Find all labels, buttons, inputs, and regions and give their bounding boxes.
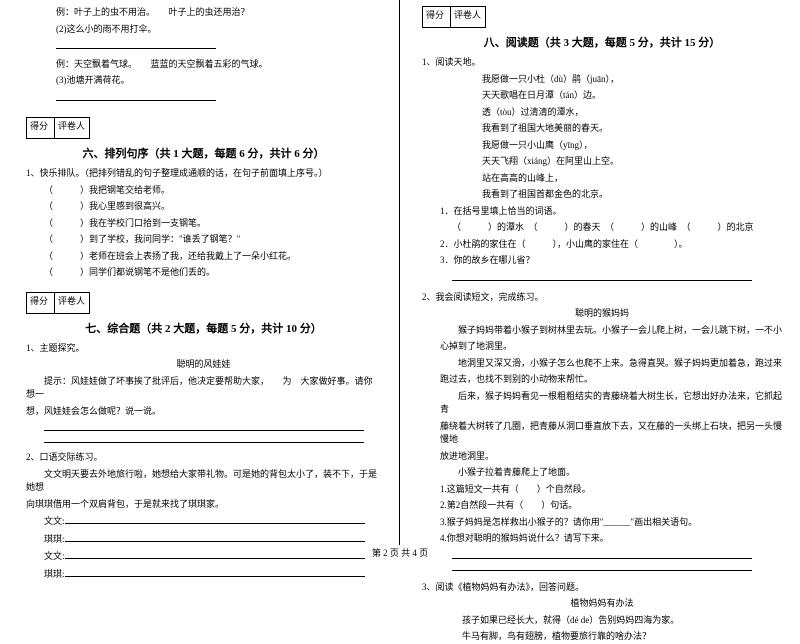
answer-line [452, 271, 752, 281]
example-2-q3: (3)池塘开满荷花。 [56, 74, 381, 88]
poem-line: 我看到了祖国首都金色的北京。 [482, 188, 782, 202]
sec8-q2-p1b: 心掉到了地洞里。 [440, 340, 782, 354]
sec8-q2-2: 2.第2自然段一共有（ ）句话。 [440, 499, 782, 513]
example-1: 例：叶子上的虫不用治。 叶子上的虫还用治？ [56, 6, 381, 20]
sec8-q2-p1: 猴子妈妈带着小猴子到树林里去玩。小猴子一会儿爬上树，一会儿跳下树，一不小 [440, 324, 782, 338]
sec8-q2-p4: 小猴子拉着青藤爬上了地面。 [440, 466, 782, 480]
grader-cell: 评卷人 [54, 117, 90, 139]
list-item: （ ）老师在班会上表扬了我，还给我戴上了一朵小红花。 [44, 250, 381, 264]
poem-line: 我看到了祖国大地美丽的春天。 [482, 122, 782, 136]
answer-line [65, 567, 365, 577]
sec8-q1: 1、阅读天地。 [422, 56, 782, 70]
poem-line: 天天飞翔（xiáng）在阿里山上空。 [482, 155, 782, 169]
sec8-q1-2: 2．小杜鹃的家住在（ ），小山鹰的家住在（ ）。 [440, 238, 782, 252]
sec8-q2-3: 3.猴子妈妈是怎样救出小猴子的？请你用"______"画出相关语句。 [440, 516, 782, 530]
sec8-q2-p2: 地洞里又深又滑，小猴子怎么也爬不上来。急得直哭。猴子妈妈更加着急，跑过来 [440, 357, 782, 371]
sec8-q2: 2、我会阅读短文，完成练习。 [422, 291, 782, 305]
sec8-q3-p1: 孩子如果已经长大，就得（dé de）告别妈妈四海为家。 [462, 614, 782, 628]
score-cell: 得分 [422, 6, 450, 28]
sec7-q1-sub: 聪明的风娃娃 [26, 358, 381, 372]
score-cell: 得分 [26, 117, 54, 139]
score-box-7: 得分 评卷人 [26, 292, 381, 314]
left-column: 例：叶子上的虫不用治。 叶子上的虫还用治？ (2)这么小的雨不用打伞。 例：天空… [0, 0, 400, 545]
sec7-q2: 2、口语交际练习。 [26, 451, 381, 465]
example-1-q2: (2)这么小的雨不用打伞。 [56, 23, 381, 37]
sec8-q2-p3: 后来，猴子妈妈看见一根粗粗结实的青藤绕着大树生长，它想出好办法来，它抓起青 [440, 390, 782, 417]
score-cell: 得分 [26, 292, 54, 314]
poem-line: 透（tòu）过清清的潭水， [482, 106, 782, 120]
sec7-q1-text2: 想，风娃娃会怎么做呢？说一说。 [26, 405, 381, 419]
page-container: 例：叶子上的虫不用治。 叶子上的虫还用治？ (2)这么小的雨不用打伞。 例：天空… [0, 0, 800, 545]
list-item: （ ）我心里感到很高兴。 [44, 200, 381, 214]
right-column: 得分 评卷人 八、阅读题（共 3 大题，每题 5 分，共计 15 分） 1、阅读… [400, 0, 800, 545]
sec6-list: （ ）我把钢笔交给老师。 （ ）我心里感到很高兴。 （ ）我在学校门口拾到一支钢笔。… [26, 184, 381, 280]
answer-line [56, 91, 216, 101]
poem: 我愿做一只小杜（dù）鹃（juān）， 天天歌唱在日月潭（tán）边。透（tòu）… [422, 73, 782, 202]
answer-line [44, 421, 364, 431]
sec7-q2-text1: 文文明天要去外地旅行啦，她想给大家带礼物。可是她的背包太小了，装不下，于是她想 [26, 468, 381, 495]
section-7-title: 七、综合题（共 2 大题，每题 5 分，共计 10 分） [26, 320, 381, 336]
score-box-6: 得分 评卷人 [26, 117, 381, 139]
list-item: （ ）我在学校门口拾到一支钢笔。 [44, 217, 381, 231]
list-item: （ ）我把钢笔交给老师。 [44, 184, 381, 198]
answer-line [65, 514, 365, 524]
grader-cell: 评卷人 [450, 6, 486, 28]
sec8-q1-1-blanks: （ ）的潭水 （ ）的春天 （ ）的山峰 （ ）的北京 [452, 221, 782, 235]
sec8-q3: 3、阅读《植物妈妈有办法》，回答问题。 [422, 581, 782, 595]
answer-line [452, 561, 752, 571]
sec8-q3-p2: 牛马有脚，鸟有翅膀，植物要旅行靠的啥办法？ [462, 630, 782, 644]
section-8-title: 八、阅读题（共 3 大题，每题 5 分，共计 15 分） [422, 34, 782, 50]
dialog-ww: 文文: [44, 516, 65, 526]
sec8-q2-p3c: 放进地洞里。 [440, 450, 782, 464]
poem-line: 天天歌唱在日月潭（tán）边。 [482, 89, 782, 103]
dialog-qq: 琪琪: [44, 534, 65, 544]
answer-line [65, 532, 365, 542]
score-box-8: 得分 评卷人 [422, 6, 782, 28]
grader-cell: 评卷人 [54, 292, 90, 314]
answer-line [44, 433, 364, 443]
sec8-q1-1: 1．在括号里填上恰当的词语。 [440, 205, 782, 219]
sec8-q1-3: 3．你的故乡在哪儿省？ [440, 254, 782, 268]
sec6-q1: 1、快乐排队。（把排列错乱的句子整理成通顺的话，在句子前面填上序号。） [26, 167, 381, 181]
list-item: （ ）到了学校，我问同学："谁丢了钢笔？" [44, 233, 381, 247]
sec7-q1-text1: 提示：风娃娃做了坏事挨了批评后，他决定要帮助大家， 为 大家做好事。请你想一 [26, 375, 381, 402]
sec8-q2-1: 1.这篇短文一共有（ ）个自然段。 [440, 483, 782, 497]
page-footer: 第 2 页 共 4 页 [0, 546, 800, 559]
poem-line: 站在高高的山峰上， [482, 172, 782, 186]
sec8-q2-p2b: 跑过去，也找不到别的小动物来帮忙。 [440, 373, 782, 387]
sec7-q1: 1、主题探究。 [26, 342, 381, 356]
sec8-q3-title: 植物妈妈有办法 [422, 597, 782, 611]
sec7-q2-text2: 向琪琪借用一个双肩背包，于是就来找了琪琪家。 [26, 498, 381, 512]
poem-line: 我愿做一只小杜（dù）鹃（juān）， [482, 73, 782, 87]
sec8-q2-4: 4.你想对聪明的猴妈妈说什么？请写下来。 [440, 532, 782, 546]
sec8-q2-title: 聪明的猴妈妈 [422, 307, 782, 321]
list-item: （ ）同学们都说钢笔不是他们丢的。 [44, 266, 381, 280]
answer-line [56, 39, 216, 49]
dialog-qq: 琪琪: [44, 569, 65, 579]
example-2: 例：天空飘着气球。 蓝蓝的天空飘着五彩的气球。 [56, 58, 381, 72]
sec8-q2-p3b: 藤绕着大树转了几圈，把青藤从洞口垂直放下去，又在藤的一头绑上石块，把另一头慢慢地 [440, 420, 782, 447]
section-6-title: 六、排列句序（共 1 大题，每题 6 分，共计 6 分） [26, 145, 381, 161]
poem-line: 我愿做一只小山鹰（yīng）， [482, 139, 782, 153]
